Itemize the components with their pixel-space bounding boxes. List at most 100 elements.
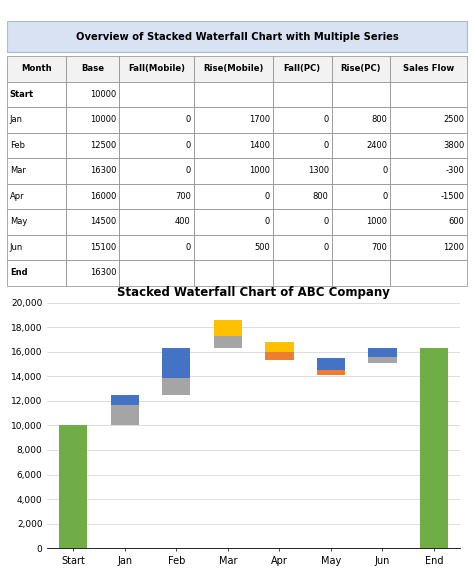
Text: 1000: 1000 <box>366 217 388 226</box>
Bar <box>193 209 273 235</box>
Bar <box>331 209 390 235</box>
Bar <box>193 82 273 107</box>
Text: 0: 0 <box>323 141 329 150</box>
Bar <box>66 107 119 132</box>
Bar <box>119 260 193 286</box>
Bar <box>273 107 331 132</box>
Text: 2400: 2400 <box>366 141 388 150</box>
Bar <box>193 56 273 82</box>
Text: 16300: 16300 <box>90 166 117 175</box>
Bar <box>390 132 467 158</box>
Bar <box>162 395 191 548</box>
Text: 1300: 1300 <box>308 166 329 175</box>
Title: Stacked Waterfall Chart of ABC Company: Stacked Waterfall Chart of ABC Company <box>117 286 390 299</box>
Text: 0: 0 <box>185 166 191 175</box>
Text: Fall(Mobile): Fall(Mobile) <box>128 65 185 73</box>
Text: May: May <box>10 217 27 226</box>
Text: 16300: 16300 <box>90 268 117 278</box>
Text: 0: 0 <box>323 115 329 124</box>
Text: 0: 0 <box>323 217 329 226</box>
Bar <box>390 107 467 132</box>
Bar <box>331 260 390 286</box>
Text: 800: 800 <box>372 115 388 124</box>
Bar <box>331 132 390 158</box>
Bar <box>390 158 467 183</box>
Bar <box>110 395 139 404</box>
Text: 800: 800 <box>313 192 329 201</box>
Text: Overview of Stacked Waterfall Chart with Multiple Series: Overview of Stacked Waterfall Chart with… <box>76 32 398 42</box>
Bar <box>390 209 467 235</box>
Bar <box>66 132 119 158</box>
Text: Feb: Feb <box>10 141 25 150</box>
Text: 600: 600 <box>448 217 464 226</box>
Text: Mar: Mar <box>10 166 26 175</box>
Bar <box>7 183 66 209</box>
Bar <box>214 320 242 336</box>
Text: 3800: 3800 <box>443 141 464 150</box>
Bar <box>331 235 390 260</box>
Text: 0: 0 <box>185 141 191 150</box>
Text: 0: 0 <box>323 243 329 252</box>
Text: Jun: Jun <box>10 243 23 252</box>
Bar <box>265 342 293 352</box>
Bar <box>331 183 390 209</box>
Bar <box>7 209 66 235</box>
Bar <box>7 56 66 82</box>
Text: 10000: 10000 <box>91 115 117 124</box>
Bar <box>119 132 193 158</box>
Bar <box>317 358 345 370</box>
Bar <box>66 158 119 183</box>
FancyBboxPatch shape <box>7 21 467 52</box>
Text: Sales Flow: Sales Flow <box>403 65 454 73</box>
Bar <box>7 158 66 183</box>
Text: 2500: 2500 <box>443 115 464 124</box>
Text: 1200: 1200 <box>443 243 464 252</box>
Bar <box>119 82 193 107</box>
Text: Start: Start <box>10 90 34 99</box>
Bar <box>66 183 119 209</box>
Bar <box>273 209 331 235</box>
Text: End: End <box>10 268 27 278</box>
Bar <box>265 352 293 360</box>
Text: 12500: 12500 <box>91 141 117 150</box>
Text: Month: Month <box>21 65 52 73</box>
Bar <box>193 158 273 183</box>
Text: 0: 0 <box>185 243 191 252</box>
Bar <box>66 209 119 235</box>
Bar <box>59 425 87 548</box>
Text: 1000: 1000 <box>249 166 270 175</box>
Bar <box>66 260 119 286</box>
Bar <box>7 260 66 286</box>
Text: Rise(Mobile): Rise(Mobile) <box>203 65 264 73</box>
Text: 0: 0 <box>382 166 388 175</box>
Text: 15100: 15100 <box>91 243 117 252</box>
Text: Apr: Apr <box>10 192 25 201</box>
Bar <box>119 235 193 260</box>
Bar <box>390 183 467 209</box>
Text: Rise(PC): Rise(PC) <box>341 65 381 73</box>
Bar <box>193 107 273 132</box>
Text: 16000: 16000 <box>91 192 117 201</box>
Bar <box>331 56 390 82</box>
Bar <box>368 357 397 363</box>
Bar <box>119 56 193 82</box>
Bar <box>119 158 193 183</box>
Bar <box>7 235 66 260</box>
Bar <box>193 260 273 286</box>
Bar <box>273 82 331 107</box>
Bar <box>390 235 467 260</box>
Text: 0: 0 <box>265 217 270 226</box>
Bar <box>331 107 390 132</box>
Text: Jan: Jan <box>10 115 23 124</box>
Bar <box>273 260 331 286</box>
Text: -300: -300 <box>445 166 464 175</box>
Bar <box>368 363 397 548</box>
Bar <box>110 404 139 425</box>
Bar <box>390 82 467 107</box>
Bar <box>7 107 66 132</box>
Bar <box>273 183 331 209</box>
Bar <box>66 56 119 82</box>
Bar <box>420 348 448 548</box>
Bar <box>273 132 331 158</box>
Text: 500: 500 <box>254 243 270 252</box>
